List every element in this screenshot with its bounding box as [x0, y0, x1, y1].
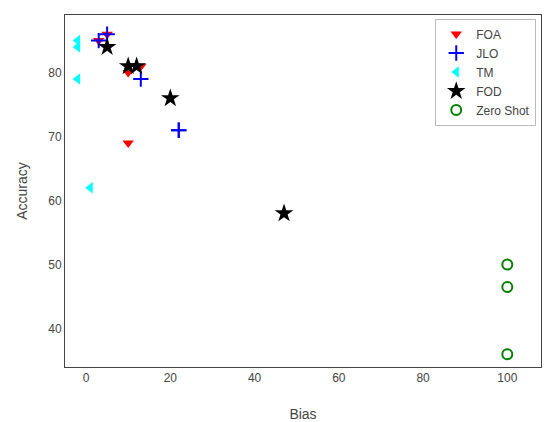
- svg-text:JLO: JLO: [476, 47, 498, 61]
- svg-text:100: 100: [497, 371, 517, 385]
- svg-text:Accuracy: Accuracy: [14, 162, 30, 220]
- svg-text:80: 80: [48, 66, 62, 80]
- svg-text:FOD: FOD: [476, 85, 502, 99]
- svg-text:20: 20: [164, 371, 178, 385]
- svg-text:0: 0: [83, 371, 90, 385]
- svg-text:FOA: FOA: [476, 28, 501, 42]
- svg-text:60: 60: [332, 371, 346, 385]
- svg-text:60: 60: [48, 194, 62, 208]
- svg-text:TM: TM: [476, 66, 493, 80]
- svg-text:40: 40: [248, 371, 262, 385]
- svg-text:Zero Shot: Zero Shot: [476, 104, 529, 118]
- svg-text:Bias: Bias: [289, 406, 316, 422]
- svg-text:50: 50: [48, 258, 62, 272]
- svg-text:70: 70: [48, 130, 62, 144]
- svg-text:40: 40: [48, 322, 62, 336]
- svg-text:80: 80: [416, 371, 430, 385]
